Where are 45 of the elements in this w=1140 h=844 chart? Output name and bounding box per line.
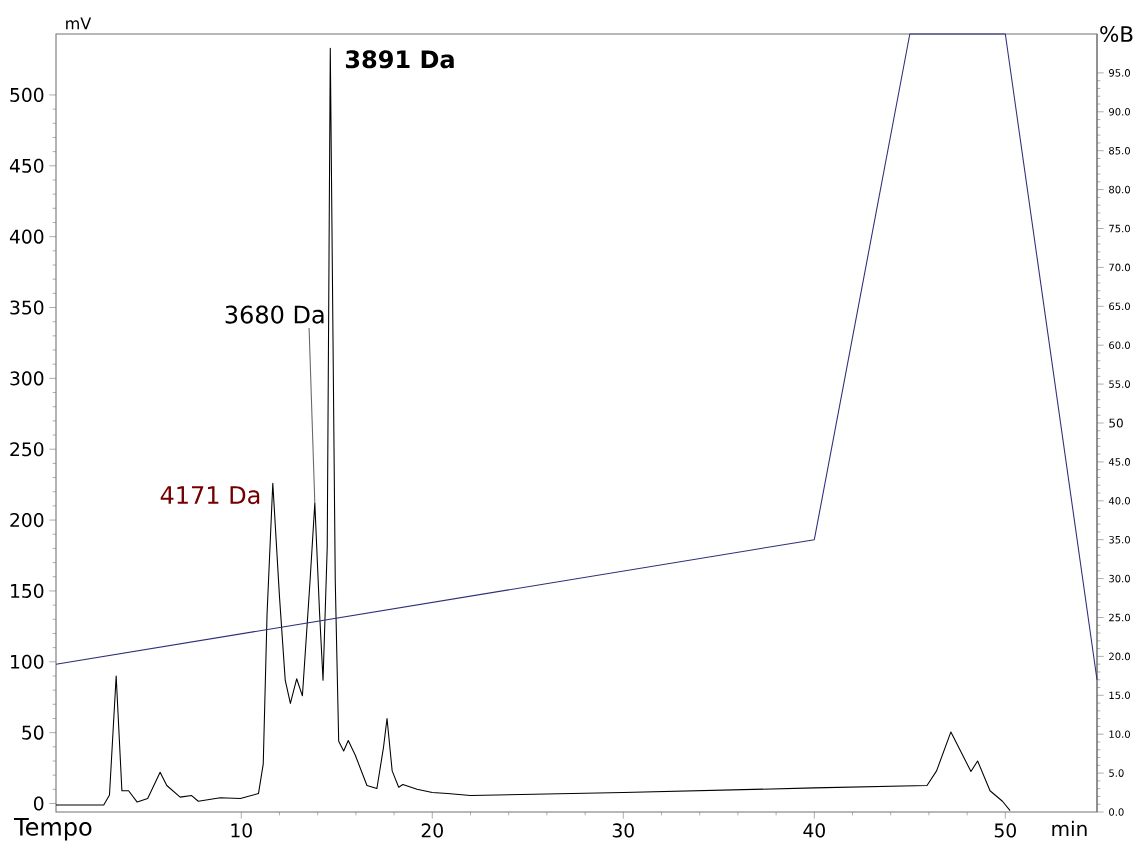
x-tick-label: 40 [803, 823, 825, 838]
x-tick-label: 50 [994, 823, 1016, 838]
y2-tick-label: 75.0 [1109, 224, 1130, 233]
y-tick-label: 400 [9, 229, 44, 244]
y2-tick-label: 90.0 [1109, 108, 1130, 116]
y2-tick-label: 30.0 [1109, 574, 1130, 583]
y2-tick-label: 65.0 [1109, 302, 1130, 311]
line-series [55, 47, 1011, 812]
line-series [55, 33, 1098, 681]
x-axis-title: Tempo [13, 818, 92, 841]
y-axis-title: mV [66, 17, 92, 30]
y2-tick-label: 80.0 [1109, 185, 1130, 194]
y2-tick-label: 95.0 [1109, 69, 1130, 77]
annotation: 4171 Da [160, 486, 260, 505]
text: min [1052, 820, 1087, 836]
y2-tick-label: 40.0 [1108, 497, 1130, 505]
x-tick-label: 10 [231, 823, 252, 838]
y2-tick-label: 50 [1109, 418, 1123, 428]
y-tick-label: 200 [10, 513, 44, 528]
y-tick-label: 150 [11, 583, 44, 598]
annotation: 3891 Da [345, 50, 454, 69]
y2-tick-label: 20.0 [1109, 652, 1130, 661]
annotation: 3680 Da [225, 305, 324, 324]
y-tick-label: 100 [11, 654, 44, 669]
y2-tick-label: 85.0 [1109, 146, 1130, 155]
y2-tick-label: 45.0 [1108, 458, 1130, 466]
y-tick-label: 300 [10, 371, 44, 386]
x-tick-label: 30 [612, 823, 634, 838]
y2-tick-label: 15.0 [1109, 691, 1130, 700]
y-tick-label: 0 [33, 796, 44, 811]
y-tick-label: 250 [10, 442, 44, 457]
y2-tick-label: 5.0 [1109, 769, 1124, 777]
y-tick-label: 350 [10, 300, 44, 315]
x-tick-label: 20 [421, 823, 443, 838]
y2-tick-label: 55.0 [1109, 380, 1130, 388]
y2-tick-label: 60.0 [1109, 341, 1130, 349]
y-tick-label: 500 [10, 87, 44, 102]
y2-tick-label: 35.0 [1109, 535, 1130, 544]
y2-axis-title: %B [1100, 25, 1133, 43]
y2-tick-label: 0.0 [1109, 808, 1124, 816]
y-tick-label: 450 [9, 158, 44, 173]
y-tick-label: 50 [22, 725, 44, 740]
y2-tick-label: 70.0 [1109, 263, 1130, 272]
y2-tick-label: 25.0 [1109, 613, 1130, 622]
y2-tick-label: 10.0 [1109, 730, 1130, 738]
